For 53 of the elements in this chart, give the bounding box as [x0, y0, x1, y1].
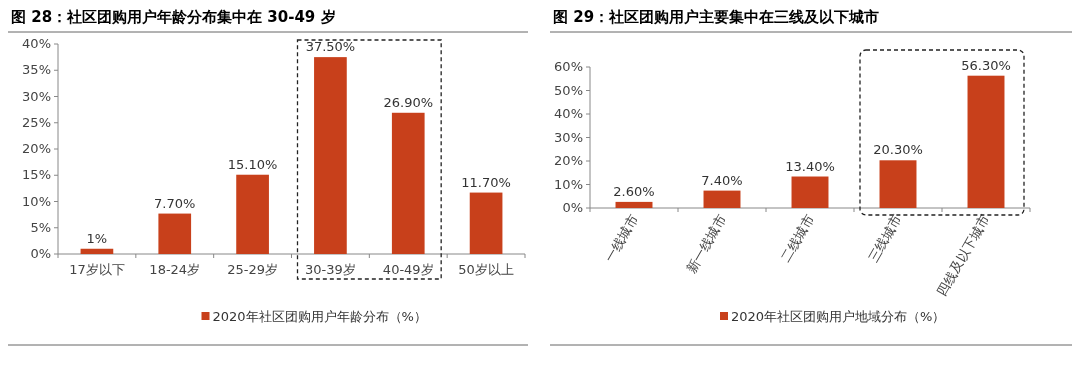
chart-title: 图 28：社区团购用户年龄分布集中在 30-49 岁: [11, 8, 336, 26]
y-tick-label: 5%: [30, 219, 51, 235]
bar: [615, 201, 653, 208]
data-label: 56.30%: [961, 57, 1011, 73]
y-tick-label: 10%: [554, 176, 583, 192]
bar: [236, 174, 269, 254]
x-tick-label: 50岁以上: [458, 262, 514, 277]
data-label: 15.10%: [227, 156, 278, 172]
bar: [967, 75, 1005, 208]
x-tick-label: 18-24岁: [149, 262, 201, 277]
x-tick-label: 30-39岁: [305, 262, 356, 277]
y-tick-label: 25%: [22, 114, 51, 130]
chart-title: 图 29：社区团购用户主要集中在三线及以下城市: [553, 8, 880, 26]
bar: [314, 57, 347, 254]
y-tick-label: 60%: [554, 59, 583, 74]
bar: [791, 176, 829, 208]
y-tick-label: 30%: [554, 129, 583, 145]
bar: [158, 213, 192, 254]
x-tick-label: 新一线城市: [683, 212, 729, 276]
x-tick-label: 一线城市: [601, 212, 641, 265]
y-tick-label: 15%: [22, 167, 51, 183]
y-tick-label: 0%: [30, 246, 51, 261]
x-tick-label: 三线城市: [865, 212, 905, 265]
data-label: 26.90%: [383, 94, 434, 110]
x-tick-label: 二线城市: [777, 212, 817, 265]
y-tick-label: 0%: [562, 200, 583, 215]
y-tick-label: 10%: [22, 193, 51, 209]
y-tick-label: 35%: [22, 62, 51, 78]
bar: [469, 192, 503, 254]
bar: [879, 160, 917, 208]
data-label: 20.30%: [873, 142, 923, 158]
data-label: 7.40%: [701, 172, 743, 188]
bar: [80, 248, 114, 254]
x-tick-label: 25-29岁: [227, 262, 278, 277]
y-tick-label: 30%: [22, 88, 51, 104]
x-tick-label: 17岁以下: [69, 262, 125, 277]
y-tick-label: 20%: [554, 153, 583, 168]
bar: [703, 190, 741, 208]
data-label: 13.40%: [785, 158, 835, 174]
y-tick-label: 40%: [554, 106, 583, 121]
legend-label: 2020年社区团购用户地域分布（%）: [731, 309, 946, 324]
bar: [391, 112, 425, 254]
x-tick-label: 四线及以下城市: [934, 212, 993, 299]
data-label: 1%: [86, 230, 108, 246]
x-tick-label: 40-49岁: [382, 262, 434, 277]
data-label: 11.70%: [461, 174, 511, 190]
y-tick-label: 40%: [22, 36, 51, 51]
legend-label: 2020年社区团购用户年龄分布（%）: [212, 309, 427, 324]
y-tick-label: 50%: [554, 82, 583, 98]
data-label: 2.60%: [613, 183, 655, 199]
y-tick-label: 20%: [22, 141, 51, 156]
data-label: 7.70%: [154, 195, 196, 211]
data-label: 37.50%: [305, 39, 356, 55]
